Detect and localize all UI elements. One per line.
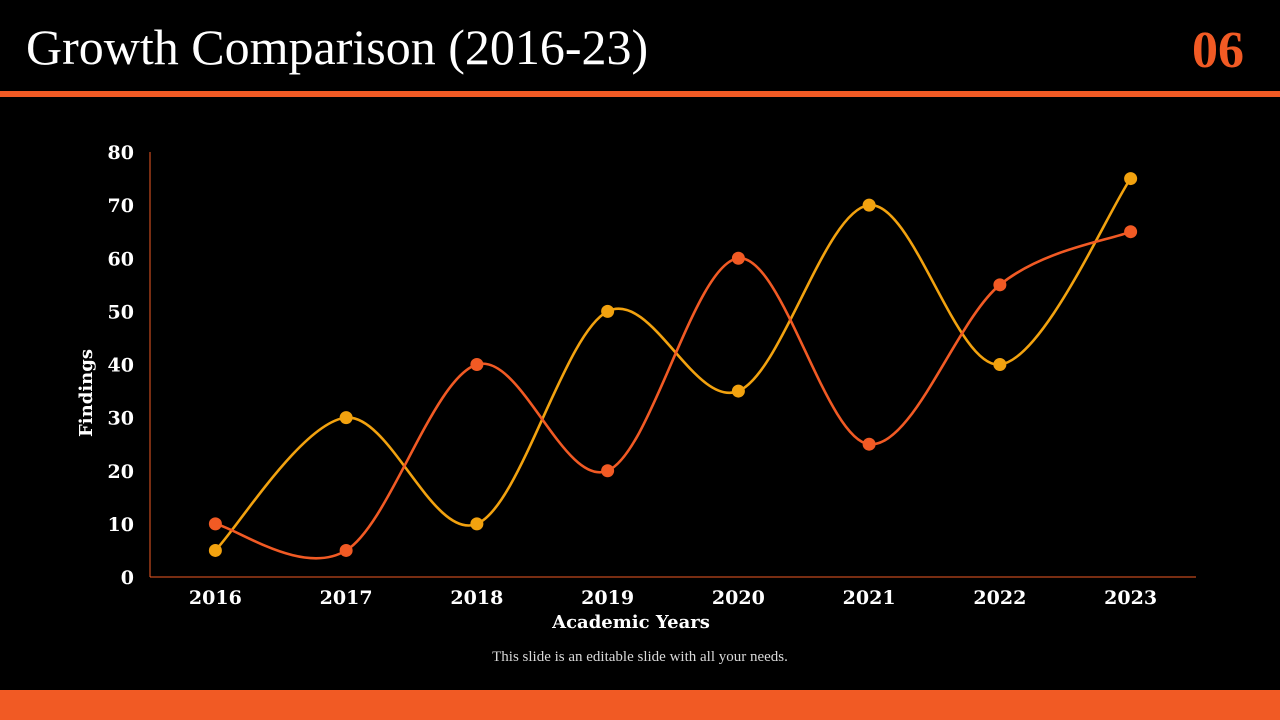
y-tick-label: 50 bbox=[108, 301, 134, 323]
data-point bbox=[208, 543, 222, 557]
y-tick-label: 10 bbox=[108, 514, 134, 536]
data-point bbox=[1124, 172, 1138, 186]
y-tick-label: 80 bbox=[108, 142, 134, 164]
data-point bbox=[731, 251, 745, 265]
x-tick-label: 2023 bbox=[1104, 587, 1157, 609]
series-lines bbox=[214, 177, 1132, 560]
x-tick-label: 2017 bbox=[320, 587, 373, 609]
x-axis-title: Academic Years bbox=[551, 612, 710, 633]
y-tick-label: 0 bbox=[121, 567, 134, 589]
x-axis: 2016 2017 2018 2019 2020 2021 2022 2023 bbox=[150, 576, 1196, 609]
data-point bbox=[208, 517, 222, 531]
y-tick-label: 60 bbox=[108, 248, 134, 270]
data-point bbox=[339, 411, 353, 425]
series-line-2 bbox=[215, 230, 1132, 560]
bottom-accent-bar bbox=[0, 690, 1280, 720]
footnote: This slide is an editable slide with all… bbox=[492, 649, 788, 665]
x-tick-label: 2020 bbox=[712, 587, 765, 609]
y-tick-label: 20 bbox=[108, 461, 134, 483]
x-tick-label: 2019 bbox=[581, 587, 634, 609]
data-point bbox=[731, 384, 745, 398]
y-axis-title: Findings bbox=[76, 349, 97, 437]
y-tick-label: 40 bbox=[108, 355, 134, 377]
data-point bbox=[993, 278, 1007, 292]
data-point bbox=[339, 543, 353, 557]
data-point bbox=[862, 437, 876, 451]
title-divider bbox=[0, 91, 1280, 97]
data-point bbox=[470, 358, 484, 371]
data-point bbox=[862, 198, 876, 212]
data-point bbox=[993, 358, 1007, 371]
data-point bbox=[601, 464, 615, 478]
x-tick-label: 2018 bbox=[450, 587, 503, 609]
x-tick-label: 2022 bbox=[973, 587, 1026, 609]
x-tick-label: 2016 bbox=[189, 587, 242, 609]
slide-number: 06 bbox=[1192, 22, 1244, 79]
y-tick-label: 70 bbox=[108, 195, 134, 217]
data-point bbox=[1124, 225, 1138, 239]
data-point bbox=[601, 304, 615, 318]
data-point bbox=[470, 517, 484, 531]
data-points bbox=[208, 172, 1138, 557]
y-tick-label: 30 bbox=[108, 408, 134, 430]
x-tick-label: 2021 bbox=[843, 587, 896, 609]
series-line-1 bbox=[214, 177, 1132, 552]
y-axis: 0 10 20 30 40 50 60 70 80 bbox=[108, 142, 151, 589]
slide-title: Growth Comparison (2016-23) bbox=[26, 19, 649, 75]
